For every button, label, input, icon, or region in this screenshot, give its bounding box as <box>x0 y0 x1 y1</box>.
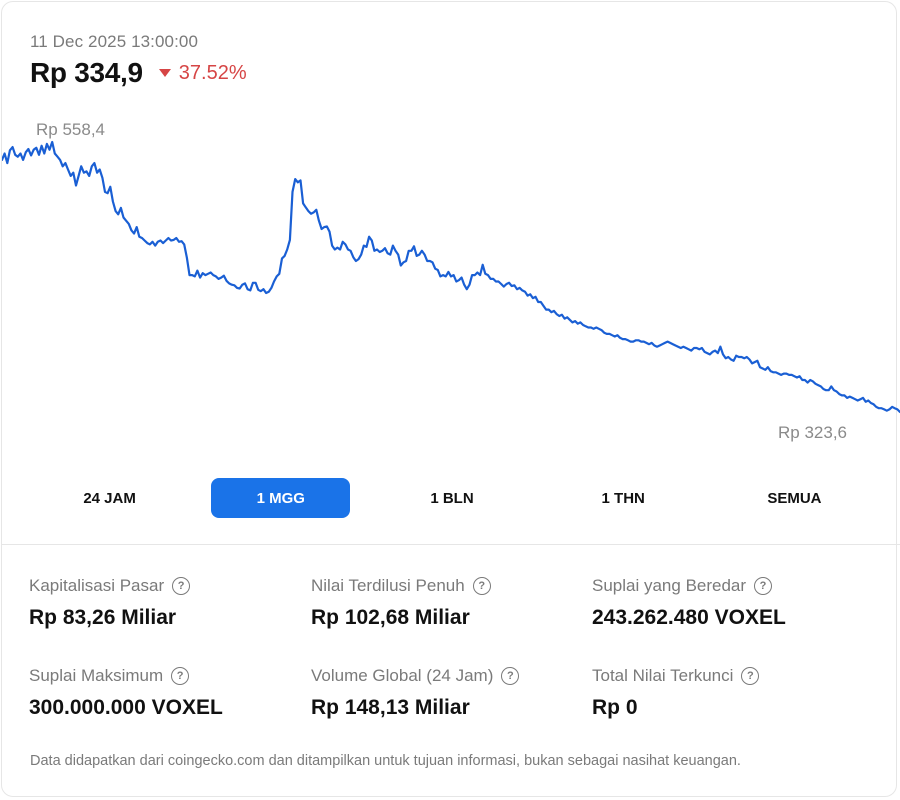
chart-high-label: Rp 558,4 <box>36 120 105 139</box>
range-tabs: 24 JAM 1 MGG 1 BLN 1 THN SEMUA <box>24 478 880 518</box>
tab-24-jam[interactable]: 24 JAM <box>83 489 136 507</box>
price-chart[interactable] <box>2 112 900 452</box>
stat-max-supply: Suplai Maksimum? 300.000.000 VOXEL <box>29 666 223 720</box>
tab-1-mgg[interactable]: 1 MGG <box>211 478 351 518</box>
tab-1-thn[interactable]: 1 THN <box>601 489 645 507</box>
question-circle-icon[interactable]: ? <box>472 577 491 595</box>
stat-tvl: Total Nilai Terkunci? Rp 0 <box>592 666 760 720</box>
stat-circulating-supply: Suplai yang Beredar? 243.262.480 VOXEL <box>592 576 786 630</box>
stat-value: Rp 148,13 Miliar <box>311 696 470 719</box>
stat-value: 243.262.480 VOXEL <box>592 606 786 629</box>
triangle-down-icon <box>158 69 171 77</box>
stat-value: Rp 0 <box>592 696 638 719</box>
stat-label: Suplai Maksimum <box>29 666 164 685</box>
divider <box>2 544 900 545</box>
stat-value: 300.000.000 VOXEL <box>29 696 223 719</box>
chart-low-label: Rp 323,6 <box>778 423 847 442</box>
question-circle-icon[interactable]: ? <box>171 667 190 685</box>
disclaimer: Data didapatkan dari coingecko.com dan d… <box>30 753 741 769</box>
stat-label: Kapitalisasi Pasar <box>29 576 165 595</box>
timestamp: 11 Dec 2025 13:00:00 <box>30 32 199 51</box>
stat-label: Nilai Terdilusi Penuh <box>311 576 465 595</box>
price-change: 37.52% <box>158 61 247 85</box>
current-price: Rp 334,9 <box>30 57 143 88</box>
price-line <box>2 140 900 414</box>
stat-label: Volume Global (24 Jam) <box>311 666 494 685</box>
price-change-value: 37.52% <box>178 61 247 84</box>
question-circle-icon[interactable]: ? <box>172 577 191 595</box>
tab-1-bln[interactable]: 1 BLN <box>430 489 474 507</box>
stat-global-volume: Volume Global (24 Jam)? Rp 148,13 Miliar <box>311 666 520 720</box>
stat-value: Rp 102,68 Miliar <box>311 606 470 629</box>
price-row: Rp 334,9 37.52% <box>30 57 247 89</box>
question-circle-icon[interactable]: ? <box>754 577 773 595</box>
stat-label: Total Nilai Terkunci <box>592 666 734 685</box>
stat-fdv: Nilai Terdilusi Penuh? Rp 102,68 Miliar <box>311 576 491 630</box>
tab-semua[interactable]: SEMUA <box>767 489 822 507</box>
stat-label: Suplai yang Beredar <box>592 576 747 595</box>
question-circle-icon[interactable]: ? <box>741 667 760 685</box>
stat-value: Rp 83,26 Miliar <box>29 606 177 629</box>
question-circle-icon[interactable]: ? <box>501 667 520 685</box>
stat-market-cap: Kapitalisasi Pasar? Rp 83,26 Miliar <box>29 576 191 630</box>
